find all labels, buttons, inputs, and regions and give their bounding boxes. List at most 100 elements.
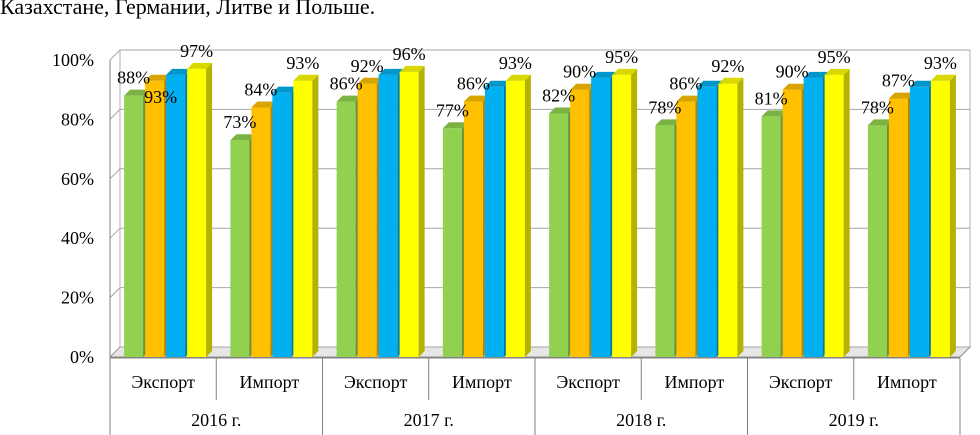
bar-top — [930, 74, 956, 81]
bar — [505, 74, 531, 357]
y-tick-label: 60% — [61, 169, 94, 189]
bar-top — [293, 74, 319, 81]
bar-front — [570, 89, 590, 357]
bar-side — [631, 68, 638, 357]
bar-front — [676, 101, 696, 357]
data-label: 86% — [669, 74, 702, 94]
x-category-label: Импорт — [240, 372, 300, 392]
bar — [187, 62, 213, 357]
bar-side — [312, 74, 319, 357]
bar-front — [230, 140, 250, 357]
data-label: 97% — [180, 41, 213, 61]
bar-front — [187, 68, 207, 357]
data-label: 82% — [542, 85, 575, 105]
data-label: 81% — [755, 88, 788, 108]
bar — [612, 68, 638, 357]
bar-side — [418, 65, 425, 357]
bar-front — [867, 125, 887, 357]
bar-top — [676, 95, 702, 102]
bar-top — [655, 119, 681, 126]
x-category-label: Импорт — [877, 372, 937, 392]
bar-top — [782, 83, 808, 90]
data-label: 95% — [605, 47, 638, 67]
bar — [293, 74, 319, 357]
gridline — [109, 49, 970, 61]
x-category-label: Экспорт — [131, 372, 195, 392]
data-label: 96% — [393, 44, 426, 64]
bar-top — [591, 71, 617, 78]
x-year-label: 2016 г. — [191, 410, 241, 430]
data-label: 93% — [924, 53, 957, 73]
bar-front — [718, 83, 738, 357]
y-tick-label: 40% — [61, 228, 94, 248]
x-category-label: Экспорт — [556, 372, 620, 392]
x-category-label: Импорт — [665, 372, 725, 392]
bar-front — [357, 83, 377, 357]
bar-side — [206, 62, 213, 357]
bar-top — [718, 77, 744, 84]
data-label: 77% — [436, 100, 469, 120]
bar-top — [867, 119, 893, 126]
data-label: 87% — [882, 71, 915, 91]
bar-top — [909, 80, 935, 87]
bar — [930, 74, 956, 357]
bar-front — [549, 113, 569, 358]
bar-front — [505, 80, 525, 357]
bar-front — [272, 92, 292, 358]
bar-top — [145, 74, 171, 81]
bar-front — [124, 95, 144, 357]
y-tick-label: 100% — [52, 50, 94, 70]
bar-front — [888, 98, 908, 358]
x-year-label: 2019 г. — [829, 410, 879, 430]
bars — [124, 62, 956, 358]
bar-top — [697, 80, 723, 87]
bar-top — [761, 110, 787, 117]
bar-front — [166, 74, 186, 357]
data-label: 73% — [223, 112, 256, 132]
bar-top — [399, 65, 425, 72]
data-label: 93% — [144, 87, 177, 107]
bar-top — [570, 83, 596, 90]
bar — [399, 65, 425, 357]
x-category-label: Экспорт — [769, 372, 833, 392]
data-label: 90% — [563, 62, 596, 82]
bar-top — [230, 134, 256, 141]
bar-top — [357, 77, 383, 84]
bar-front — [378, 74, 398, 357]
data-label: 78% — [861, 97, 894, 117]
data-label: 86% — [457, 74, 490, 94]
bar-front — [930, 80, 950, 357]
data-label: 92% — [711, 56, 744, 76]
y-tick-label: 0% — [70, 347, 94, 367]
x-year-label: 2018 г. — [616, 410, 666, 430]
bar-front — [655, 125, 675, 357]
data-label: 84% — [244, 80, 277, 100]
bar-top — [442, 122, 468, 129]
bar-front — [803, 77, 823, 357]
bar-top — [166, 68, 192, 75]
bar-front — [782, 89, 802, 357]
bar-front — [336, 101, 356, 357]
bar — [824, 68, 850, 357]
x-category-label: Экспорт — [344, 372, 408, 392]
bar-top — [612, 68, 638, 75]
bar-side — [524, 74, 531, 357]
bar-front — [251, 107, 271, 358]
data-label: 78% — [648, 97, 681, 117]
bar-top — [549, 107, 575, 114]
y-tick-label: 20% — [61, 288, 94, 308]
data-label: 93% — [499, 53, 532, 73]
y-tick-label: 80% — [61, 109, 94, 129]
data-label: 93% — [286, 53, 319, 73]
bar-front — [145, 80, 165, 357]
bar-front — [442, 128, 462, 357]
bar-front — [484, 86, 504, 357]
bar-front — [612, 74, 632, 357]
data-label: 88% — [117, 68, 150, 88]
bar-top — [803, 71, 829, 78]
data-label: 90% — [776, 62, 809, 82]
bar-top — [336, 95, 362, 102]
bar-top — [888, 92, 914, 99]
bar-side — [843, 68, 850, 357]
bar-front — [761, 116, 781, 358]
